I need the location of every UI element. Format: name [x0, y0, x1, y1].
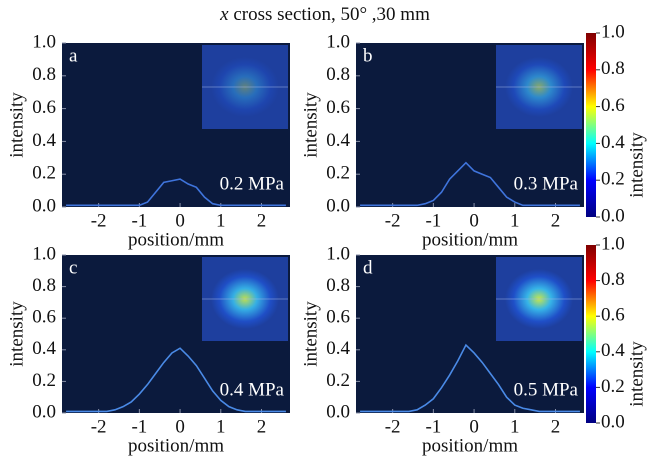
- y-tick-label: 0.2: [326, 370, 350, 391]
- pressure-annotation: 0.2 MPa: [220, 173, 285, 194]
- y-tick-label: 0.8: [326, 64, 350, 85]
- y-tick-label: 0.2: [32, 370, 56, 391]
- y-tick-label: 0.4: [326, 338, 350, 359]
- x-tick-label: 1: [510, 416, 520, 437]
- pressure-annotation: 0.5 MPa: [514, 379, 579, 400]
- x-axis-label: position/mm: [422, 229, 518, 250]
- y-tick-label: 0.4: [326, 130, 350, 151]
- x-tick-label: -1: [131, 210, 147, 231]
- x-tick-label: -2: [385, 210, 401, 231]
- y-tick-label: 1.0: [326, 243, 350, 264]
- y-tick-label: 0.4: [32, 130, 56, 151]
- y-axis-label: intensity: [300, 92, 321, 158]
- figure-title: x cross section, 50° ,30 mm: [219, 4, 430, 25]
- x-axis-label: position/mm: [128, 435, 224, 456]
- x-axis-label: position/mm: [422, 435, 518, 456]
- x-tick-label: 0: [175, 210, 185, 231]
- colorbar-tick-label: 0.2: [601, 169, 625, 190]
- x-tick-label: -1: [425, 416, 441, 437]
- y-tick-label: 0.8: [32, 275, 56, 296]
- y-tick-label: 0.6: [32, 97, 56, 118]
- y-tick-label: 0.6: [326, 307, 350, 328]
- colorbar-tick-label: 0.8: [601, 58, 625, 79]
- y-axis-label: intensity: [6, 92, 27, 158]
- page: x cross section, 50° ,30 mm 0.0 0.2 0.4 0.6…: [0, 0, 650, 464]
- colorbar-tick-label: 0.0: [601, 205, 625, 226]
- y-tick-label: 0.6: [32, 307, 56, 328]
- colorbar-label: intensity: [626, 341, 647, 407]
- x-tick-label: -2: [91, 210, 107, 231]
- x-tick-label: 2: [257, 210, 267, 231]
- x-tick-label: 1: [510, 210, 520, 231]
- colorbar: [586, 245, 596, 423]
- panel-label: c: [69, 257, 77, 278]
- y-tick-label: 1.0: [32, 243, 56, 264]
- colorbar-label: intensity: [626, 132, 647, 198]
- y-tick-label: 0.6: [326, 97, 350, 118]
- x-tick-label: -2: [91, 416, 107, 437]
- panel-label: d: [363, 257, 373, 278]
- figure: x cross section, 50° ,30 mm 0.0 0.2 0.4 0.6…: [0, 0, 650, 464]
- y-tick-label: 0.0: [326, 195, 350, 216]
- x-tick-label: -2: [385, 416, 401, 437]
- colorbar-tick-label: 0.4: [601, 132, 625, 153]
- pressure-annotation: 0.4 MPa: [220, 379, 285, 400]
- y-tick-label: 0.0: [32, 195, 56, 216]
- pressure-annotation: 0.3 MPa: [514, 173, 579, 194]
- colorbar-tick-label: 0.6: [601, 95, 625, 116]
- colorbar-tick-label: 1.0: [601, 233, 625, 254]
- colorbar-tick-label: 0.6: [601, 305, 625, 326]
- y-tick-label: 1.0: [32, 31, 56, 52]
- y-axis-label: intensity: [300, 301, 321, 367]
- y-tick-label: 0.4: [32, 338, 56, 359]
- x-axis-label: position/mm: [128, 229, 224, 250]
- y-tick-label: 0.8: [32, 64, 56, 85]
- y-tick-label: 1.0: [326, 31, 350, 52]
- x-tick-label: 1: [216, 210, 226, 231]
- y-tick-label: 0.2: [326, 163, 350, 184]
- panel-label: a: [69, 45, 78, 66]
- title-text: cross section, 50° ,30 mm: [233, 4, 430, 25]
- x-tick-label: 2: [257, 416, 267, 437]
- x-tick-label: 2: [551, 416, 561, 437]
- x-tick-label: 0: [175, 416, 185, 437]
- x-tick-label: 1: [216, 416, 226, 437]
- y-axis-label: intensity: [6, 301, 27, 367]
- colorbar-tick-label: 0.2: [601, 376, 625, 397]
- colorbar-tick-label: 0.8: [601, 269, 625, 290]
- colorbar-tick-label: 1.0: [601, 21, 625, 42]
- colorbar-tick-label: 0.4: [601, 340, 625, 361]
- x-tick-label: -1: [131, 416, 147, 437]
- colorbar: [586, 33, 596, 217]
- y-tick-label: 0.0: [326, 401, 350, 422]
- colorbar-tick-label: 0.0: [601, 411, 625, 432]
- x-tick-label: 0: [469, 210, 479, 231]
- y-tick-label: 0.2: [32, 163, 56, 184]
- x-tick-label: 0: [469, 416, 479, 437]
- y-tick-label: 0.8: [326, 275, 350, 296]
- x-tick-label: -1: [425, 210, 441, 231]
- y-tick-label: 0.0: [32, 401, 56, 422]
- x-tick-label: 2: [551, 210, 561, 231]
- title-variable: x: [219, 4, 229, 25]
- panel-label: b: [363, 45, 373, 66]
